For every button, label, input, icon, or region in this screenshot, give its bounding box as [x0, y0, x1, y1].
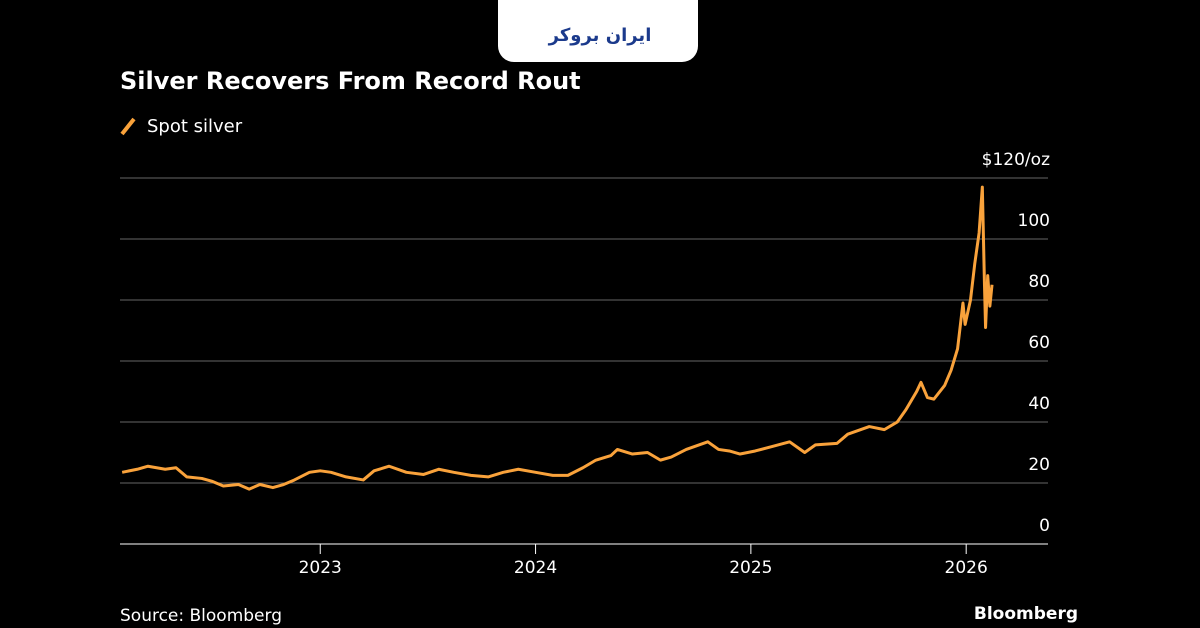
y-tick-label: 60 — [1028, 333, 1050, 353]
y-tick-label: 40 — [1028, 394, 1050, 414]
chart-title: Silver Recovers From Record Rout — [120, 67, 581, 95]
y-tick-label: 80 — [1028, 272, 1050, 292]
credit: Bloomberg — [974, 604, 1078, 624]
x-tick-label: 2024 — [514, 558, 557, 578]
legend-swatch — [120, 117, 136, 136]
x-tick-label: 2023 — [299, 558, 342, 578]
y-tick-label: 0 — [1039, 516, 1050, 536]
y-tick-label: 100 — [1018, 211, 1050, 231]
y-tick-label: $120/oz — [982, 150, 1050, 170]
brand-box — [498, 0, 698, 62]
x-tick-label: 2026 — [945, 558, 988, 578]
source: Source: Bloomberg — [120, 606, 282, 626]
brand: ایران بروکر — [548, 25, 652, 46]
x-tick-label: 2025 — [729, 558, 772, 578]
line — [121, 185, 994, 491]
legend-label: Spot silver — [147, 116, 243, 137]
y-tick-label: 20 — [1028, 455, 1050, 475]
